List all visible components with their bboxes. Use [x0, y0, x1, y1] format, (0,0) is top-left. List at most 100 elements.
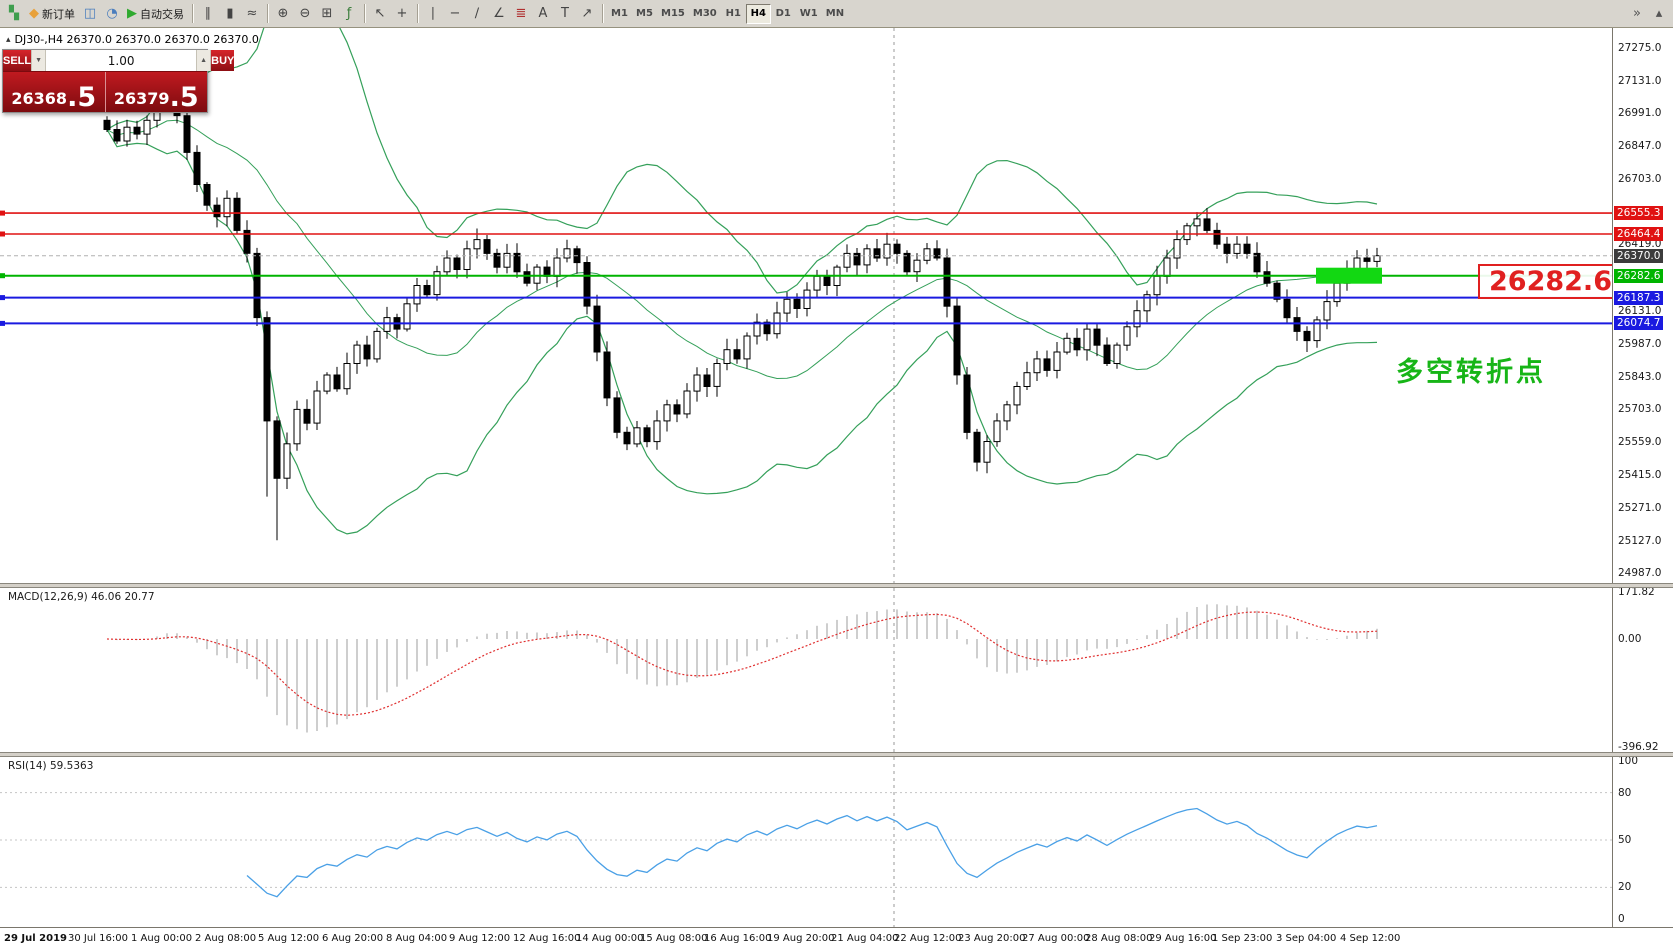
price-axis-label: 26991.0	[1618, 107, 1662, 119]
sell-button[interactable]: SELL	[3, 50, 32, 71]
vertical-line-button[interactable]: ∣	[422, 3, 444, 25]
timeframe-m1-button[interactable]: M1	[611, 8, 628, 19]
data-window-icon: ◔	[106, 6, 118, 21]
horizontal-line-button[interactable]: −	[444, 3, 466, 25]
current-price-badge: 26370.0	[1614, 249, 1664, 263]
macd-label: MACD(12,26,9) 46.06 20.77	[8, 591, 155, 603]
auto-trading-button[interactable]: ▶ 自动交易	[123, 3, 188, 25]
rsi-panel[interactable]: RSI(14) 59.5363	[0, 757, 1612, 927]
time-axis-label: 30 Jul 16:00	[68, 933, 128, 944]
trade-widget-prices: 26368.5 26379.5	[3, 71, 207, 112]
new-order-button[interactable]: ◆ 新订单	[25, 3, 79, 25]
main-chart-panel[interactable]: ▴ DJ30-,H4 26370.0 26370.0 26370.0 26370…	[0, 28, 1612, 583]
tile-windows-button[interactable]: ⊞	[316, 3, 338, 25]
timeframe-h1-button[interactable]: H1	[725, 8, 741, 19]
indicators-button[interactable]: ƒ	[338, 3, 360, 25]
equidistant-channel-icon: ∠	[493, 6, 505, 21]
fibonacci-button[interactable]: ≣	[510, 3, 532, 25]
rsi-axis-label: 0	[1618, 913, 1625, 925]
bid-price-frac: .5	[67, 82, 97, 113]
time-axis-label: 14 Aug 00:00	[576, 933, 644, 944]
vertical-line-icon: ∣	[429, 6, 437, 21]
panel-separator[interactable]	[0, 752, 1673, 757]
price-axis-label: 26419.0	[1618, 238, 1662, 250]
timeframe-m15-button[interactable]: M15	[661, 8, 685, 19]
macd-signal-line	[106, 611, 1378, 716]
time-axis-label: 19 Aug 20:00	[767, 933, 835, 944]
macd-canvas[interactable]	[0, 588, 1612, 752]
ask-price[interactable]: 26379.5	[105, 72, 207, 113]
buy-button[interactable]: BUY	[211, 50, 235, 71]
fibonacci-icon: ≣	[515, 6, 527, 21]
data-window-button[interactable]: ◔	[101, 3, 123, 25]
new-order-icon: ◆	[29, 6, 39, 21]
rsi-canvas[interactable]	[0, 757, 1612, 927]
rsi-axis-label: 100	[1618, 755, 1639, 767]
text-label-button[interactable]: T	[554, 3, 576, 25]
price-axis-label: 26131.0	[1618, 305, 1662, 317]
ask-price-frac: .5	[169, 82, 199, 113]
zoom-out-button[interactable]: ⊖	[294, 3, 316, 25]
text-button[interactable]: A	[532, 3, 554, 25]
pivot-price-badge: 26282.6	[1614, 269, 1664, 283]
rsi-line	[246, 807, 1378, 898]
time-axis-label: 1 Aug 00:00	[131, 933, 193, 944]
collapse-toolbar-button[interactable]: ▴	[1648, 3, 1670, 25]
bollinger-middle-band	[106, 119, 1378, 380]
macd-axis-label: 0.00	[1618, 633, 1642, 645]
bid-price[interactable]: 26368.5	[3, 72, 106, 112]
macd-histogram	[116, 604, 1378, 733]
timeframe-m30-button[interactable]: M30	[692, 8, 717, 19]
timeframe-w1-button[interactable]: W1	[799, 8, 818, 19]
crosshair-button[interactable]: +	[391, 3, 413, 25]
bollinger-upper-band	[106, 28, 1378, 294]
price-axis-label: 25703.0	[1618, 403, 1662, 415]
cursor-button[interactable]: ↖	[369, 3, 391, 25]
main-chart-canvas[interactable]	[0, 28, 1612, 583]
pivot-price-callout[interactable]: 26282.6	[1478, 264, 1612, 299]
lot-size-control: ▼ ▲	[31, 50, 212, 71]
entry-zone-highlight[interactable]	[1316, 267, 1382, 284]
toolbar-separator	[364, 4, 365, 23]
toolbar-overflow-button[interactable]: »	[1626, 3, 1648, 25]
profiles-button[interactable]: ◫	[79, 3, 101, 25]
line-chart-button[interactable]: ≈	[241, 3, 263, 25]
rsi-axis-label: 50	[1618, 834, 1632, 846]
price-axis[interactable]: 27275.0 27131.0 26991.0 26847.0 26703.0 26419…	[1612, 28, 1673, 927]
pivot-annotation-text[interactable]: 多空转折点	[1396, 357, 1546, 388]
timeframe-d1-button[interactable]: D1	[775, 8, 791, 19]
new-chart-button[interactable]: ▚	[3, 3, 25, 25]
support-price-badge: 26187.3	[1614, 291, 1664, 305]
macd-panel[interactable]: MACD(12,26,9) 46.06 20.77	[0, 588, 1612, 752]
equidistant-channel-button[interactable]: ∠	[488, 3, 510, 25]
lot-increase-button[interactable]: ▲	[196, 50, 212, 71]
collapse-toolbar-icon: ▴	[1655, 6, 1663, 21]
zoom-in-button[interactable]: ⊕	[272, 3, 294, 25]
lot-decrease-button[interactable]: ▼	[31, 50, 47, 71]
auto-trading-label: 自动交易	[140, 7, 184, 21]
price-axis-label: 25843.0	[1618, 371, 1662, 383]
timeframe-h4-button[interactable]: H4	[745, 3, 771, 24]
chart-window: ▴ DJ30-,H4 26370.0 26370.0 26370.0 26370…	[0, 28, 1673, 949]
candles-group	[103, 74, 1381, 541]
rsi-axis-label: 80	[1618, 787, 1632, 799]
line-chart-icon: ≈	[246, 6, 258, 21]
candlestick-chart-button[interactable]: ▮	[219, 3, 241, 25]
chart-title-text: DJ30-,H4 26370.0 26370.0 26370.0 26370.0	[14, 33, 259, 46]
time-axis-label: 15 Aug 08:00	[640, 933, 708, 944]
time-axis-label: 29 Aug 16:00	[1149, 933, 1217, 944]
macd-axis-label: 171.82	[1618, 586, 1655, 598]
time-axis-label: 9 Aug 12:00	[449, 933, 511, 944]
profiles-icon: ◫	[83, 6, 97, 21]
arrows-tool-button[interactable]: ↗	[576, 3, 598, 25]
support-price-badge: 26074.7	[1614, 316, 1664, 330]
time-axis[interactable]: 29 Jul 2019 30 Jul 16:00 1 Aug 00:00 2 Aug …	[0, 927, 1673, 949]
bar-chart-button[interactable]: ∥	[197, 3, 219, 25]
lot-size-input[interactable]	[46, 50, 197, 71]
time-axis-label: 4 Sep 12:00	[1340, 933, 1401, 944]
panel-separator[interactable]	[0, 583, 1673, 588]
timeframe-mn-button[interactable]: MN	[825, 8, 845, 19]
timeframe-m5-button[interactable]: M5	[636, 8, 653, 19]
trendline-button[interactable]: ∕	[466, 3, 488, 25]
time-axis-label: 21 Aug 04:00	[831, 933, 899, 944]
